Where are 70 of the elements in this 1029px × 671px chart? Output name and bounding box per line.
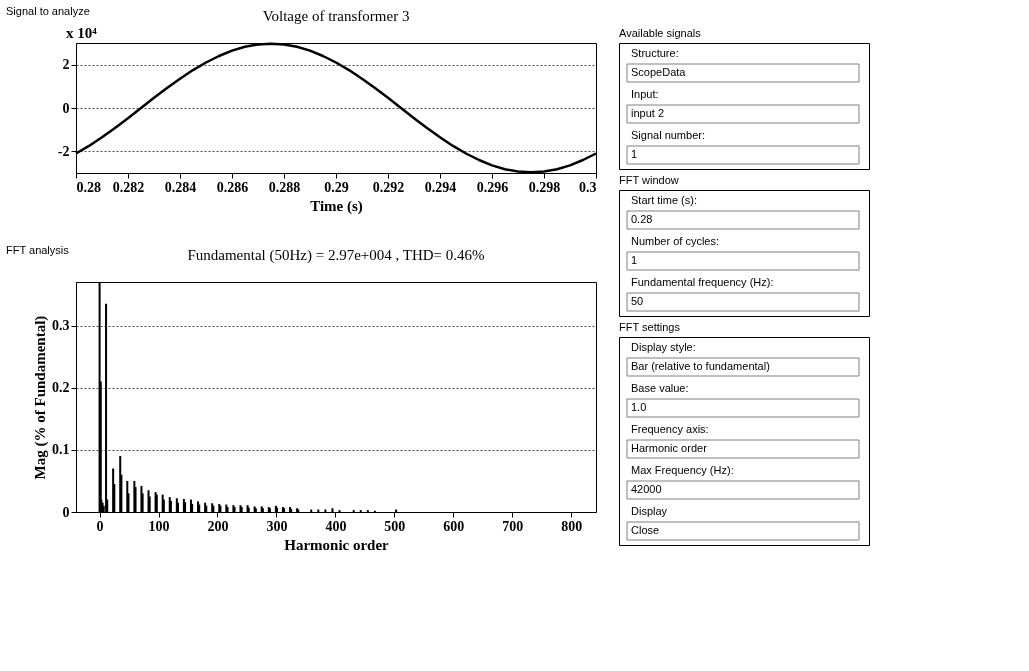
bar [331, 508, 334, 512]
x-axis-title: Harmonic order [284, 536, 390, 553]
x-tick-label: 0.296 [476, 179, 509, 195]
bar [133, 480, 136, 512]
x-tick-label: 0.292 [372, 179, 405, 195]
bar [184, 502, 187, 512]
text: Frequency axis: [631, 423, 709, 435]
text: x 10⁴ [66, 25, 98, 41]
text: Start time (s): [631, 194, 698, 206]
text: Bar (relative to fundamental) [631, 360, 770, 372]
y-tick-label: 0 [62, 504, 70, 520]
text: 1 [631, 148, 638, 160]
text: Fundamental frequency (Hz): [631, 276, 774, 288]
x-tick-label: 0.282 [112, 179, 145, 195]
text: 1.0 [631, 401, 647, 413]
x-axis-title: Time (s) [310, 197, 363, 215]
bar [191, 503, 194, 512]
bar [225, 504, 228, 512]
text: FFT window [619, 174, 679, 186]
bar [140, 485, 143, 512]
x-tick-label: 0.3 [579, 179, 597, 195]
text: Close [631, 524, 660, 536]
y-tick-label: 2 [62, 57, 70, 73]
text: Display style: [631, 341, 696, 353]
x-tick-label: 300 [266, 518, 288, 534]
bar [226, 507, 229, 512]
bar [105, 303, 108, 512]
text: input 2 [631, 107, 665, 119]
x-tick-label: 0 [96, 518, 104, 534]
y-axis-title: Mag (% of Fundamental) [32, 315, 49, 480]
text: Input: [631, 88, 659, 100]
x-tick-label: 100 [148, 518, 170, 534]
text: Max Frequency (Hz): [631, 464, 734, 476]
x-tick-label: 0.28 [76, 179, 101, 195]
y-tick-label: 0.2 [52, 380, 70, 396]
bar [177, 502, 179, 512]
x-tick-label: 0.298 [528, 179, 561, 195]
y-tick-label: 0.3 [52, 318, 70, 334]
text: 1 [631, 254, 638, 266]
text: 42000 [631, 483, 662, 495]
chart-title: Fundamental (50Hz) = 2.97e+004 , THD= 0.46% [187, 247, 485, 264]
bar [162, 499, 165, 512]
text: 0.28 [631, 213, 653, 225]
x-tick-label: 400 [325, 518, 347, 534]
text: Number of cycles: [631, 235, 720, 247]
x-tick-label: 500 [384, 518, 406, 534]
y-tick-label: -2 [57, 143, 70, 159]
x-tick-label: 0.294 [424, 179, 457, 195]
x-tick-label: 800 [561, 518, 583, 534]
x-tick-label: 700 [502, 518, 524, 534]
text: Available signals [619, 27, 702, 39]
text: Display [631, 505, 668, 517]
text: Signal number: [631, 129, 705, 141]
x-tick-label: 0.288 [268, 179, 301, 195]
text: 50 [631, 295, 644, 307]
text: FFT settings [619, 321, 681, 333]
text: Harmonic order [631, 442, 708, 454]
x-tick-label: 0.286 [216, 179, 249, 195]
x-tick-label: 0.29 [324, 179, 349, 195]
x-tick-label: 600 [443, 518, 465, 534]
x-tick-label: 200 [207, 518, 229, 534]
text: Structure: [631, 47, 679, 59]
y-tick-label: 0.1 [52, 442, 70, 458]
y-tick-label: 0 [62, 100, 70, 116]
x-tick-label: 0.284 [164, 179, 197, 195]
chart-subtitle: FFT analysis [6, 244, 70, 256]
chart-subtitle: Signal to analyze [6, 5, 90, 17]
chart-title: Voltage of transformer 3 [262, 8, 410, 24]
text: ScopeData [631, 66, 687, 78]
text: Base value: [631, 382, 689, 394]
